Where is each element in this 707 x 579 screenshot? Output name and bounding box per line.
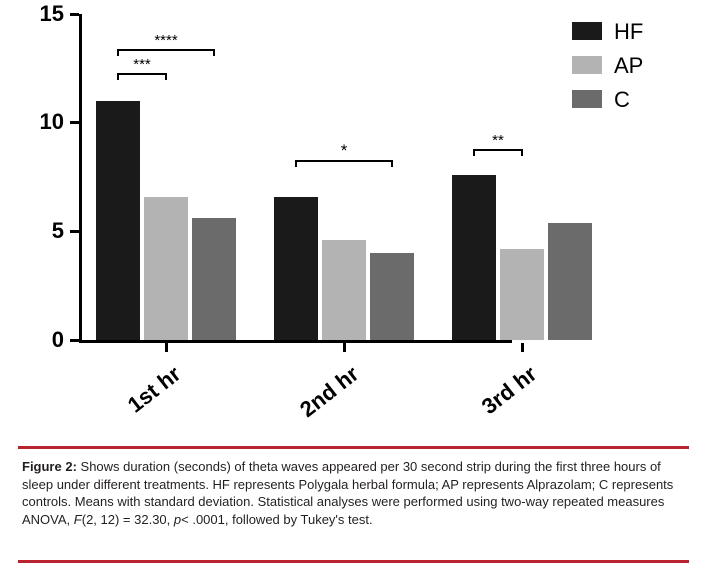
figure-container: 0510151st hr2nd hr3rd hr********** HFAPC… (0, 0, 707, 579)
caption-p-rest: < .0001, followed by Tukey's test. (181, 512, 372, 527)
caption-F-italic: F (74, 512, 82, 527)
sig-bracket (391, 160, 393, 168)
legend-swatch (572, 90, 602, 108)
sig-label: * (304, 141, 384, 161)
y-tick (70, 230, 79, 233)
sig-bracket (165, 73, 167, 81)
x-category-label: 1st hr (123, 361, 186, 418)
caption-F-paren: (2, 12) = 32.30, (82, 512, 174, 527)
bar (548, 223, 592, 340)
sig-bracket (213, 49, 215, 57)
sig-bracket (474, 149, 522, 151)
x-axis (79, 340, 512, 343)
bar (192, 218, 236, 340)
bar (452, 175, 496, 340)
legend-label: C (614, 87, 630, 113)
bar (500, 249, 544, 340)
bar (96, 101, 140, 340)
legend-label: AP (614, 53, 643, 79)
x-tick (521, 343, 524, 352)
y-tick-label: 5 (18, 218, 64, 244)
bar (370, 253, 414, 340)
bar (322, 240, 366, 340)
figure-caption: Figure 2: Shows duration (seconds) of th… (22, 458, 685, 528)
sig-label: **** (126, 32, 206, 49)
y-tick (70, 339, 79, 342)
sig-label: ** (458, 132, 538, 149)
chart-plot-area: 0510151st hr2nd hr3rd hr********** (82, 14, 512, 340)
sig-bracket (295, 160, 297, 168)
bar (274, 197, 318, 340)
sig-bracket (473, 149, 475, 157)
caption-rule-top (18, 446, 689, 449)
y-tick-label: 15 (18, 1, 64, 27)
x-category-label: 3rd hr (477, 361, 542, 420)
sig-bracket (117, 49, 119, 57)
caption-lead: Figure 2: (22, 459, 77, 474)
y-tick (70, 121, 79, 124)
y-tick (70, 13, 79, 16)
bar (144, 197, 188, 340)
sig-bracket (117, 73, 119, 81)
x-category-label: 2nd hr (295, 361, 364, 423)
x-tick (165, 343, 168, 352)
sig-bracket (118, 73, 166, 75)
y-tick-label: 10 (18, 109, 64, 135)
legend-swatch (572, 22, 602, 40)
y-axis (79, 14, 82, 340)
legend-label: HF (614, 19, 643, 45)
sig-bracket (521, 149, 523, 157)
legend-swatch (572, 56, 602, 74)
y-tick-label: 0 (18, 327, 64, 353)
caption-rule-bottom (18, 560, 689, 563)
x-tick (343, 343, 346, 352)
sig-bracket (118, 49, 214, 51)
sig-label: *** (102, 56, 182, 73)
